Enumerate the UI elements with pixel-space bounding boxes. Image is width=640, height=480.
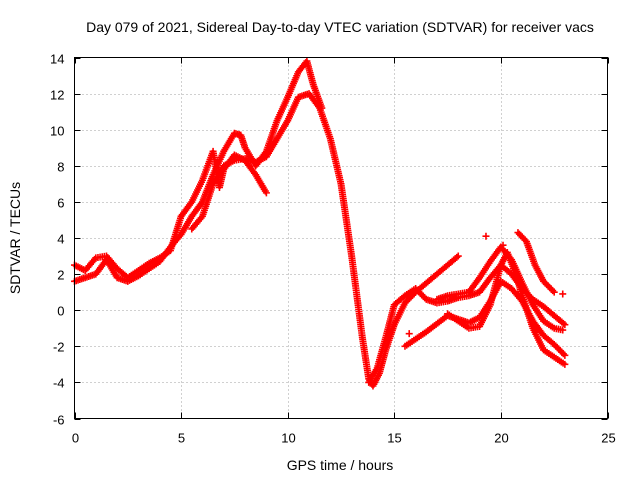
data-point-marker	[559, 326, 567, 334]
data-layer	[71, 57, 569, 390]
data-point-marker	[453, 253, 461, 261]
data-point-marker	[482, 232, 490, 240]
y-tick-label: 14	[50, 52, 64, 67]
x-tick-label: 0	[72, 431, 79, 446]
x-axis-label: GPS time / hours	[287, 457, 394, 473]
data-point-marker	[454, 252, 462, 260]
x-tick-label: 5	[178, 431, 185, 446]
series-track-b	[71, 57, 326, 285]
tick-layer: 0 5 10 15 20 25 -6 -4 -2 0 2 4 6 8 10 12 14	[50, 52, 616, 446]
x-tick-label: 25	[601, 431, 615, 446]
series-track-a	[71, 147, 270, 282]
y-tick-label: 4	[57, 232, 64, 247]
x-tick-label: 15	[387, 431, 401, 446]
series-track-c	[188, 90, 462, 390]
plot-frame	[74, 57, 608, 419]
series-track-g	[433, 243, 567, 334]
y-tick-label: -2	[53, 340, 65, 355]
grid-layer	[74, 57, 608, 419]
data-point-marker	[262, 189, 270, 197]
data-point-marker	[499, 241, 507, 249]
y-tick-label: 8	[57, 160, 64, 175]
y-tick-label: 6	[57, 196, 64, 211]
data-point-marker	[561, 351, 569, 359]
y-tick-label: 12	[50, 88, 64, 103]
data-point-marker	[405, 330, 413, 338]
x-tick-label: 10	[281, 431, 295, 446]
y-tick-label: 2	[57, 268, 64, 283]
y-axis-label: SDTVAR / TECUs	[7, 182, 23, 294]
series-track-h	[514, 229, 558, 296]
data-point-marker	[550, 288, 558, 296]
data-point-marker	[559, 290, 567, 298]
x-tick-label: 20	[494, 431, 508, 446]
y-tick-label: -6	[53, 413, 65, 428]
data-point-marker	[559, 319, 567, 327]
series-outliers	[405, 232, 567, 338]
y-tick-label: 0	[57, 304, 64, 319]
y-tick-label: 10	[50, 124, 64, 139]
data-point-marker	[561, 321, 569, 329]
data-point-marker	[561, 360, 569, 368]
y-tick-label: -4	[53, 376, 65, 391]
chart-title: Day 079 of 2021, Sidereal Day-to-day VTE…	[86, 19, 594, 35]
